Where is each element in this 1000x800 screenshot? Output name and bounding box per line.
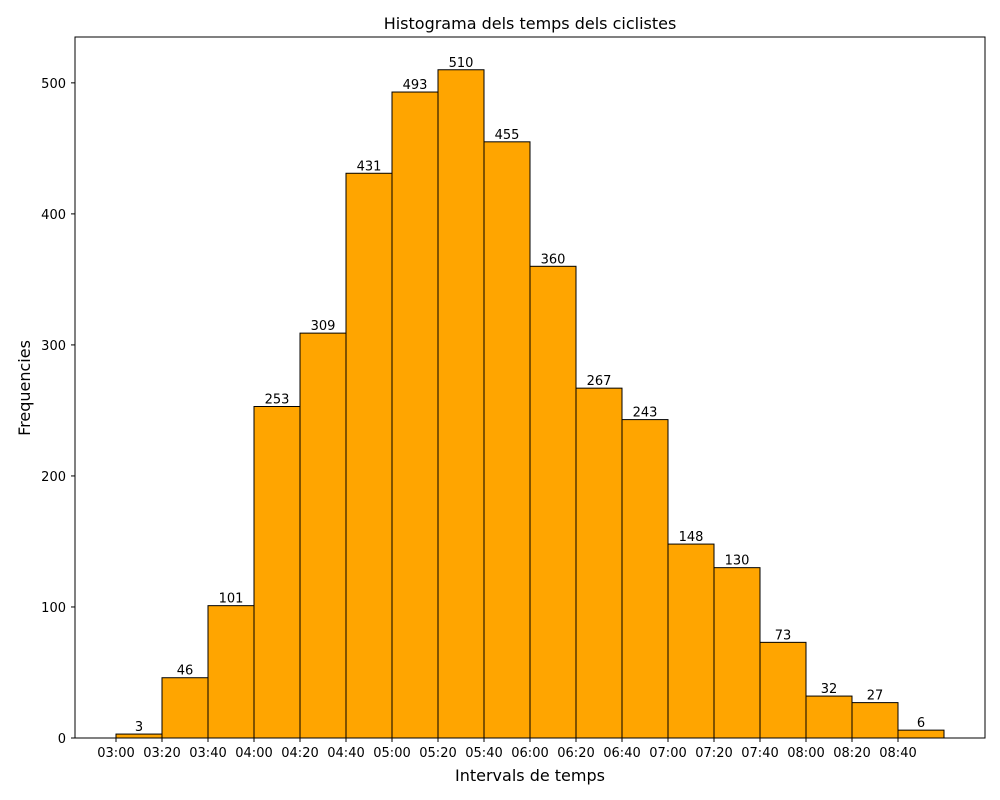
- x-tick-label-0: 03:00: [97, 746, 134, 761]
- y-tick-label-0: 0: [58, 732, 66, 747]
- bar-10: [575, 387, 623, 739]
- y-tick-label-4: 400: [41, 208, 66, 223]
- x-tick-label-17: 08:40: [879, 746, 916, 761]
- bar-16: [851, 702, 899, 739]
- bar-8: [483, 141, 531, 739]
- x-tick-label-7: 05:20: [419, 746, 456, 761]
- bar-17: [897, 729, 945, 739]
- bar-15: [805, 695, 853, 739]
- bar-label-6: 493: [403, 78, 428, 93]
- bar-6: [391, 91, 439, 739]
- x-tick-label-5: 04:40: [327, 746, 364, 761]
- x-axis: 03:00 03:20 03:40 04:00 04:20 04:40 05:00 05:20…: [97, 738, 917, 761]
- bar-14: [759, 641, 807, 739]
- x-tick-label-14: 07:40: [741, 746, 778, 761]
- bar-1: [161, 677, 209, 739]
- bar-label-9: 360: [541, 252, 566, 267]
- bar-label-5: 431: [357, 159, 382, 174]
- chart-title: Histograma dels temps dels ciclistes: [384, 14, 677, 33]
- bar-2: [207, 605, 255, 739]
- bar-label-12: 148: [679, 530, 704, 545]
- bar-labels-group: 3 46 101 253 309 431 493 510 455 360 267 243 148 130 7…: [135, 56, 925, 735]
- x-tick-label-1: 03:20: [143, 746, 180, 761]
- bars-group: [115, 69, 945, 739]
- x-tick-label-8: 05:40: [465, 746, 502, 761]
- bar-9: [529, 265, 577, 739]
- bar-7: [437, 69, 485, 739]
- y-tick-label-1: 100: [41, 601, 66, 616]
- bar-label-7: 510: [449, 56, 474, 71]
- bar-label-4: 309: [311, 319, 336, 334]
- x-axis-title: Intervals de temps: [455, 766, 605, 785]
- bar-label-2: 101: [219, 592, 244, 607]
- bar-3: [253, 405, 301, 739]
- x-tick-label-9: 06:00: [511, 746, 548, 761]
- bar-12: [667, 543, 715, 739]
- x-tick-label-4: 04:20: [281, 746, 318, 761]
- bar-label-10: 267: [587, 374, 612, 389]
- x-tick-label-10: 06:20: [557, 746, 594, 761]
- y-tick-label-3: 300: [41, 339, 66, 354]
- bar-5: [345, 172, 393, 739]
- x-tick-label-6: 05:00: [373, 746, 410, 761]
- y-tick-label-5: 500: [41, 77, 66, 92]
- bar-label-8: 455: [495, 128, 520, 143]
- x-tick-label-15: 08:00: [787, 746, 824, 761]
- x-tick-label-13: 07:20: [695, 746, 732, 761]
- bar-label-1: 46: [177, 664, 194, 679]
- bar-4: [299, 332, 347, 739]
- bar-label-13: 130: [725, 554, 750, 569]
- bar-11: [621, 419, 669, 739]
- x-tick-label-2: 03:40: [189, 746, 226, 761]
- bar-label-11: 243: [633, 406, 658, 421]
- bar-label-17: 6: [917, 716, 925, 731]
- bar-label-3: 253: [265, 392, 290, 407]
- x-tick-label-16: 08:20: [833, 746, 870, 761]
- x-tick-label-3: 04:00: [235, 746, 272, 761]
- y-axis-title: Frequencies: [15, 340, 34, 436]
- bar-label-0: 3: [135, 720, 143, 735]
- x-tick-label-12: 07:00: [649, 746, 686, 761]
- x-tick-label-11: 06:40: [603, 746, 640, 761]
- bar-label-15: 32: [821, 682, 838, 697]
- bar-label-16: 27: [867, 689, 884, 704]
- bar-label-14: 73: [775, 628, 792, 643]
- bar-13: [713, 567, 761, 739]
- y-tick-label-2: 200: [41, 470, 66, 485]
- y-axis: 0 100 200 300 400 500: [41, 77, 75, 747]
